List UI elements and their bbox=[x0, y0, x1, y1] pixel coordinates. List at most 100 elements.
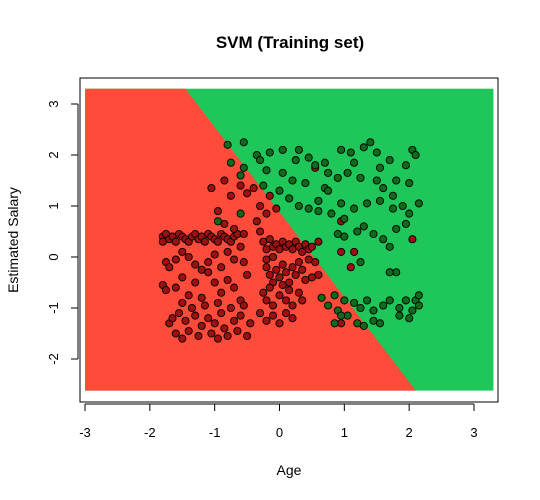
data-point-class-0 bbox=[236, 242, 245, 251]
training-points bbox=[158, 138, 423, 343]
data-point-class-0 bbox=[161, 286, 171, 295]
data-point-class-0 bbox=[281, 296, 291, 305]
data-point-class-1 bbox=[330, 319, 339, 328]
data-point-class-0 bbox=[243, 270, 252, 279]
data-point-class-0 bbox=[337, 247, 346, 256]
data-point-class-0 bbox=[265, 191, 274, 200]
data-point-class-1 bbox=[385, 156, 394, 165]
data-point-class-0 bbox=[178, 334, 187, 343]
data-point-class-1 bbox=[294, 145, 303, 154]
data-point-class-0 bbox=[213, 334, 222, 343]
region-class-0 bbox=[85, 88, 416, 391]
data-point-class-1 bbox=[369, 306, 378, 315]
data-point-class-0 bbox=[187, 303, 197, 313]
data-point-class-1 bbox=[379, 184, 388, 193]
data-point-class-1 bbox=[350, 204, 359, 213]
y-axis-label: Estimated Salary bbox=[5, 187, 21, 293]
data-point-class-0 bbox=[281, 309, 291, 318]
data-point-class-1 bbox=[330, 291, 339, 300]
data-point-class-0 bbox=[171, 237, 180, 246]
data-point-class-1 bbox=[369, 229, 378, 239]
data-point-class-1 bbox=[414, 301, 423, 310]
data-point-class-1 bbox=[304, 204, 313, 213]
x-tick-label: -2 bbox=[144, 425, 156, 440]
x-tick-label: 2 bbox=[406, 425, 413, 440]
data-point-class-1 bbox=[401, 219, 410, 228]
data-point-class-0 bbox=[174, 309, 184, 318]
data-point-class-0 bbox=[265, 270, 274, 279]
data-point-class-0 bbox=[213, 237, 222, 246]
data-point-class-1 bbox=[366, 138, 375, 147]
data-point-class-1 bbox=[362, 296, 372, 305]
data-point-class-0 bbox=[256, 227, 265, 236]
data-point-class-1 bbox=[405, 179, 414, 188]
data-point-class-0 bbox=[220, 324, 229, 333]
data-point-class-0 bbox=[294, 288, 303, 297]
x-tick-label: 3 bbox=[470, 425, 477, 440]
data-point-class-0 bbox=[223, 331, 232, 341]
data-point-class-0 bbox=[252, 217, 261, 226]
data-point-class-0 bbox=[288, 263, 297, 272]
data-point-class-0 bbox=[230, 316, 239, 325]
data-point-class-1 bbox=[275, 186, 284, 195]
y-tick-label: 2 bbox=[46, 151, 61, 158]
data-point-class-1 bbox=[398, 201, 407, 211]
data-point-class-0 bbox=[243, 331, 252, 341]
data-point-class-0 bbox=[191, 260, 200, 269]
data-point-class-0 bbox=[171, 283, 180, 292]
data-point-class-1 bbox=[392, 176, 401, 185]
data-point-class-1 bbox=[320, 158, 329, 167]
data-point-class-0 bbox=[168, 314, 177, 323]
data-point-class-1 bbox=[337, 145, 346, 154]
data-point-class-0 bbox=[350, 247, 359, 256]
data-point-class-0 bbox=[275, 291, 284, 300]
data-point-class-0 bbox=[197, 321, 206, 330]
y-tick-label: 3 bbox=[46, 100, 61, 107]
data-point-class-1 bbox=[405, 314, 414, 323]
y-tick-label: -2 bbox=[46, 353, 61, 365]
data-point-class-1 bbox=[356, 173, 365, 182]
data-point-class-1 bbox=[350, 158, 359, 167]
data-point-class-0 bbox=[239, 301, 248, 310]
data-point-class-0 bbox=[223, 275, 232, 285]
data-point-class-1 bbox=[239, 163, 248, 172]
data-point-class-0 bbox=[268, 252, 278, 262]
data-point-class-1 bbox=[324, 168, 333, 177]
data-point-class-0 bbox=[314, 237, 323, 246]
data-point-class-0 bbox=[217, 263, 226, 272]
data-point-class-1 bbox=[353, 227, 362, 236]
data-point-class-1 bbox=[226, 158, 235, 167]
data-point-class-1 bbox=[259, 181, 268, 190]
data-point-class-0 bbox=[230, 224, 239, 233]
data-point-class-1 bbox=[411, 150, 420, 160]
data-point-class-0 bbox=[256, 201, 265, 211]
data-point-class-1 bbox=[385, 296, 394, 305]
data-point-class-0 bbox=[307, 242, 316, 251]
data-point-class-0 bbox=[291, 270, 300, 279]
data-point-class-0 bbox=[275, 319, 284, 328]
data-point-class-0 bbox=[294, 258, 303, 267]
data-point-class-1 bbox=[375, 319, 385, 328]
data-point-class-0 bbox=[213, 207, 222, 216]
y-axis: -2 -1 0 1 2 3 bbox=[46, 100, 79, 365]
data-point-class-1 bbox=[285, 194, 294, 203]
data-point-class-0 bbox=[259, 288, 268, 297]
data-point-class-0 bbox=[268, 301, 278, 310]
x-tick-label: -1 bbox=[209, 425, 221, 440]
data-point-class-1 bbox=[379, 235, 388, 244]
data-point-class-1 bbox=[213, 217, 222, 226]
data-point-class-0 bbox=[223, 247, 232, 256]
data-point-class-1 bbox=[395, 311, 404, 320]
data-point-class-1 bbox=[414, 291, 423, 300]
data-point-class-1 bbox=[278, 145, 287, 154]
data-point-class-1 bbox=[372, 176, 381, 185]
data-point-class-0 bbox=[246, 319, 255, 328]
data-point-class-0 bbox=[197, 293, 206, 302]
data-point-class-0 bbox=[233, 326, 242, 336]
data-point-class-1 bbox=[340, 214, 349, 223]
data-point-class-0 bbox=[217, 309, 226, 318]
data-point-class-1 bbox=[288, 176, 297, 185]
data-point-class-0 bbox=[204, 258, 213, 267]
data-point-class-0 bbox=[239, 258, 248, 267]
